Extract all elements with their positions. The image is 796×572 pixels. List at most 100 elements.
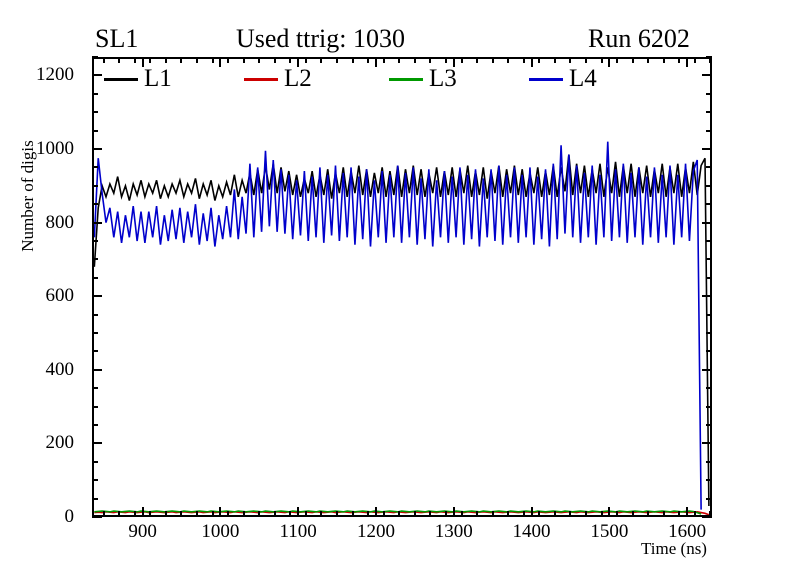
y-tick-minor-right xyxy=(706,240,712,242)
x-tick-minor xyxy=(647,511,650,517)
x-tick-minor xyxy=(413,511,416,517)
x-tick-minor-top xyxy=(631,57,634,63)
x-tick-major xyxy=(141,507,144,517)
y-tick-minor-right xyxy=(706,111,712,114)
chart-title-left: SL1 xyxy=(95,24,139,53)
x-tick-label: 1400 xyxy=(512,521,551,542)
x-tick-major xyxy=(608,507,611,517)
x-tick-minor xyxy=(320,511,323,517)
x-tick-minor-top xyxy=(647,57,650,63)
x-tick-major-top xyxy=(686,57,689,67)
x-tick-minor xyxy=(289,511,292,517)
x-tick-major-top xyxy=(530,57,533,67)
plot-frame xyxy=(92,57,712,517)
x-tick-minor-top xyxy=(164,57,167,63)
x-axis-label: Time (ns) xyxy=(641,539,707,558)
y-tick-minor-right xyxy=(706,405,712,408)
x-tick-minor xyxy=(662,511,665,517)
x-tick-minor xyxy=(164,511,167,517)
y-tick-major xyxy=(92,516,102,518)
y-tick-major-right xyxy=(702,442,712,445)
x-tick-minor xyxy=(367,511,370,517)
x-tick-major-top xyxy=(452,57,455,67)
y-tick-minor-right xyxy=(706,332,712,334)
x-tick-minor-top xyxy=(102,57,105,63)
x-tick-minor-top xyxy=(180,57,183,63)
x-tick-minor-top xyxy=(429,57,432,63)
x-tick-major xyxy=(374,507,377,517)
y-tick-minor xyxy=(92,332,98,334)
x-tick-minor-top xyxy=(242,57,245,63)
x-tick-label: 1600 xyxy=(668,521,707,542)
x-tick-minor xyxy=(242,511,245,517)
x-tick-minor-top xyxy=(273,57,276,63)
x-tick-minor-top xyxy=(413,57,416,63)
x-tick-major xyxy=(219,507,222,517)
x-tick-minor-top xyxy=(553,57,556,63)
y-tick-minor-right xyxy=(706,350,712,353)
legend-swatch-l3 xyxy=(389,78,423,81)
y-tick-major xyxy=(92,221,102,224)
x-tick-minor xyxy=(180,511,183,517)
x-tick-minor-top xyxy=(476,57,479,63)
x-tick-minor xyxy=(709,511,712,517)
y-tick-major-right xyxy=(702,516,712,518)
y-tick-label: 600 xyxy=(45,285,75,307)
legend-swatch-l1 xyxy=(104,78,138,81)
y-tick-minor xyxy=(92,479,98,482)
plot-area xyxy=(92,56,712,518)
y-tick-label: 0 xyxy=(64,506,75,527)
y-tick-major xyxy=(92,148,102,150)
x-tick-minor xyxy=(102,511,105,517)
x-tick-minor-top xyxy=(367,57,370,63)
y-tick-minor-right xyxy=(706,129,712,132)
x-tick-minor xyxy=(133,511,136,517)
x-tick-minor xyxy=(227,511,230,517)
x-tick-minor xyxy=(476,511,479,517)
x-tick-major-top xyxy=(219,57,222,67)
y-tick-minor xyxy=(92,92,98,95)
y-tick-minor xyxy=(92,240,98,242)
x-tick-minor xyxy=(304,511,307,517)
x-tick-minor-top xyxy=(211,57,214,63)
y-tick-minor xyxy=(92,497,98,500)
x-tick-minor-top xyxy=(709,57,712,63)
x-tick-major xyxy=(530,507,533,517)
x-tick-minor xyxy=(118,511,121,517)
x-tick-minor-top xyxy=(133,57,136,63)
x-tick-minor xyxy=(273,511,276,517)
y-tick-minor xyxy=(92,203,98,206)
y-tick-minor-right xyxy=(706,203,712,206)
y-tick-minor xyxy=(92,313,98,316)
x-tick-minor-top xyxy=(336,57,339,63)
y-tick-major-right xyxy=(702,368,712,371)
y-tick-minor-right xyxy=(706,276,712,279)
x-tick-label: 1500 xyxy=(590,521,629,542)
x-tick-major xyxy=(297,507,300,517)
x-tick-minor xyxy=(460,511,463,517)
x-tick-major xyxy=(686,507,689,517)
x-tick-minor xyxy=(398,511,401,517)
x-tick-minor-top xyxy=(693,57,696,63)
y-axis-label: Number of digis xyxy=(18,140,37,252)
x-tick-minor-top xyxy=(196,57,199,63)
x-tick-minor xyxy=(491,511,494,517)
y-tick-minor xyxy=(92,258,98,261)
y-tick-minor-right xyxy=(706,497,712,500)
y-tick-minor-right xyxy=(706,479,712,482)
legend: L1 L2 L3 L4 xyxy=(104,62,684,96)
x-tick-minor-top xyxy=(149,57,152,63)
legend-swatch-l2 xyxy=(244,78,278,81)
x-tick-minor xyxy=(336,511,339,517)
x-tick-minor xyxy=(631,511,634,517)
x-tick-minor-top xyxy=(304,57,307,63)
x-tick-minor-top xyxy=(491,57,494,63)
x-tick-minor-top xyxy=(382,57,385,63)
x-tick-label: 1000 xyxy=(201,521,240,542)
legend-label-l4: L4 xyxy=(569,65,597,92)
x-tick-minor xyxy=(693,511,696,517)
x-tick-minor xyxy=(351,511,354,517)
x-tick-minor xyxy=(196,511,199,517)
y-tick-minor xyxy=(92,405,98,408)
